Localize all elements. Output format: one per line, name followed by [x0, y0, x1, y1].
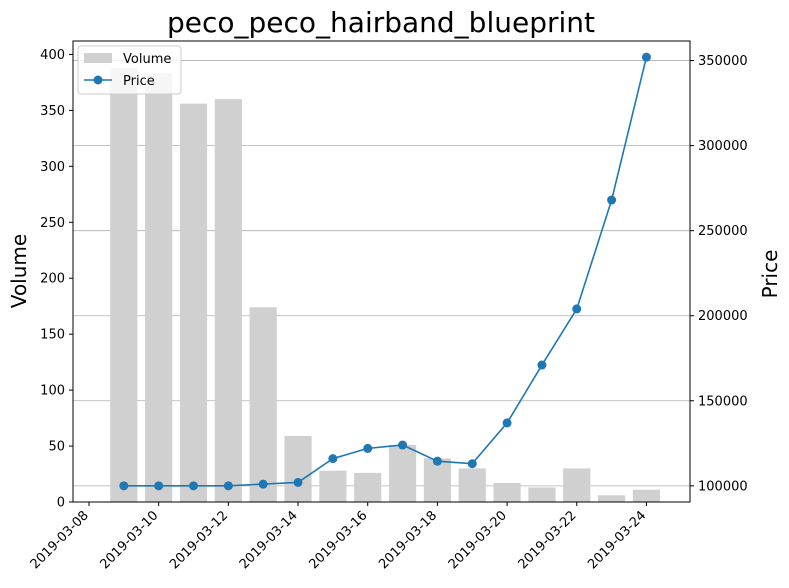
y2-tick-label: 200000 [698, 309, 748, 324]
legend-price-label: Price [123, 74, 155, 89]
price-point [223, 481, 233, 491]
price-point [119, 481, 129, 491]
price-line [123, 57, 648, 487]
volume-bar [388, 444, 417, 502]
price-point [467, 459, 477, 469]
price-point [572, 304, 582, 314]
price-point [188, 481, 198, 491]
y2-tick-label: 350000 [698, 54, 748, 69]
volume-bar [284, 435, 312, 502]
x-tick-label: 2019-03-18 [376, 508, 440, 572]
legend: Volume Price [77, 45, 182, 95]
price-point [502, 418, 512, 428]
price-point [363, 443, 373, 453]
y2-tick-label: 300000 [698, 139, 748, 154]
legend-price-marker [93, 75, 103, 85]
price-point [607, 195, 617, 205]
price-point [641, 52, 651, 62]
y-tick-label: 300 [40, 160, 65, 175]
x-tick-label: 2019-03-14 [237, 508, 301, 572]
price-point [258, 479, 268, 489]
y-tick-label: 50 [48, 440, 65, 455]
volume-bars [110, 67, 661, 503]
price-point [398, 440, 408, 450]
volume-bar [249, 307, 277, 502]
x-tick-label: 2019-03-20 [446, 508, 510, 572]
x-tick-label: 2019-03-08 [28, 508, 92, 572]
plot-frame [72, 40, 691, 503]
volume-bar [632, 489, 661, 502]
volume-bar [110, 67, 138, 502]
chart-title: peco_peco_hairband_blueprint [167, 6, 595, 39]
y-tick-label: 400 [40, 48, 65, 63]
x-tick-label: 2019-03-16 [306, 508, 370, 572]
x-tick-label: 2019-03-12 [167, 508, 231, 572]
y-tick-label: 150 [40, 328, 65, 343]
volume-bar [493, 482, 521, 502]
volume-bar [354, 472, 382, 502]
y-tick-label: 250 [40, 216, 65, 231]
x-tick-label: 2019-03-10 [97, 508, 161, 572]
price-point [432, 456, 442, 466]
y-tick-label: 100 [40, 384, 65, 399]
volume-bar [598, 495, 626, 502]
volume-bar [214, 99, 242, 503]
y2-axis-label: Price [758, 250, 782, 299]
legend-volume-label: Volume [123, 52, 171, 67]
right-axis: 100000 150000 200000 250000 300000 350000 [690, 54, 748, 494]
legend-volume-swatch [84, 53, 112, 63]
volume-bar [458, 468, 486, 502]
x-tick-label: 2019-03-24 [585, 508, 649, 572]
price-line-group [119, 52, 651, 491]
y-tick-label: 0 [57, 496, 65, 511]
y2-tick-label: 150000 [698, 394, 748, 409]
volume-bar [145, 73, 173, 502]
x-axis: 2019-03-08 2019-03-10 2019-03-12 2019-03-14… [28, 502, 649, 572]
left-axis: 0 50 100 150 200 250 300 350 400 [40, 48, 73, 511]
y-axis-label: Volume [7, 234, 31, 308]
price-point [328, 454, 338, 464]
x-tick-label: 2019-03-22 [516, 508, 580, 572]
price-point [154, 481, 164, 491]
volume-bar [563, 468, 591, 502]
y-tick-label: 350 [40, 104, 65, 119]
volume-bar [319, 470, 347, 502]
volume-bar [179, 103, 208, 503]
y-tick-label: 200 [40, 272, 65, 287]
y2-tick-label: 250000 [698, 224, 748, 239]
volume-bar [528, 487, 556, 502]
price-point [537, 360, 547, 370]
y2-tick-label: 100000 [698, 479, 748, 494]
price-point [293, 477, 303, 487]
